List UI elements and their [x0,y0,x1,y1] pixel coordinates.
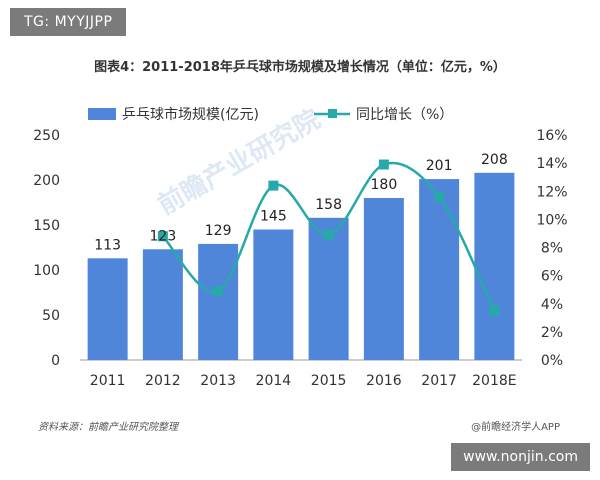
bar [363,198,404,360]
x-tick-label: 2011 [90,373,126,389]
x-tick-label: 2014 [256,373,292,389]
x-tick-label: 2013 [200,373,236,389]
site-label: www.nonjin.com [451,443,590,471]
legend-line-marker [328,109,337,118]
chart-legend: 乒乓球市场规模(亿元) 同比增长（%） [88,106,453,123]
y-right-tick-label: 2% [541,325,563,341]
y-right-tick-label: 16% [536,128,567,144]
y-left-tick-label: 200 [33,173,60,189]
growth-marker [378,159,389,170]
y-right-tick-label: 10% [536,212,567,228]
legend-bar-swatch [88,108,116,120]
bar [253,229,294,360]
bar-data-label: 129 [205,223,232,239]
growth-marker [489,305,500,316]
chart-title: 图表4：2011-2018年乒乓球市场规模及增长情况（单位：亿元，%） [94,60,506,75]
bar-data-label: 123 [150,228,177,244]
y-right-tick-label: 8% [541,241,563,257]
y-right-tick-label: 4% [541,297,563,313]
bar [87,258,128,360]
growth-marker [434,191,445,202]
growth-marker [157,231,168,242]
y-left-tick-label: 100 [33,263,60,279]
bar-data-label: 201 [426,158,453,174]
growth-marker [268,180,279,191]
header-tag: TG: MYYJJPP [10,8,127,36]
y-right-tick-label: 6% [541,269,563,285]
bar [474,172,515,360]
y-right-tick-label: 0% [541,353,563,369]
x-tick-label: 2016 [366,373,402,389]
y-left-tick-label: 50 [42,308,60,324]
bar-data-label: 145 [260,209,287,225]
bar [198,243,239,360]
legend-line-label: 同比增长（%） [356,107,453,123]
y-right-tick-label: 12% [536,184,567,200]
bar [308,217,349,360]
bar-data-label: 180 [371,177,398,193]
bar-data-label: 208 [481,152,508,168]
bar-data-label: 158 [315,197,342,213]
bar-data-label: 113 [94,237,121,253]
y-left-tick-label: 250 [33,128,60,144]
brand-credit: @前瞻经济学人APP [471,422,560,433]
bar [142,249,183,360]
legend-bar-label: 乒乓球市场规模(亿元) [122,106,259,123]
y-left-tick-label: 150 [33,218,60,234]
source-note: 资料来源：前瞻产业研究院整理 [38,422,178,433]
y-right-tick-label: 14% [536,156,567,172]
bar [419,179,460,360]
growth-marker [213,286,224,297]
x-tick-label: 2017 [421,373,457,389]
x-tick-label: 2012 [145,373,181,389]
x-tick-label: 2015 [311,373,347,389]
growth-marker [323,229,334,240]
y-left-tick-label: 0 [51,353,60,369]
x-tick-label: 2018E [472,373,516,389]
